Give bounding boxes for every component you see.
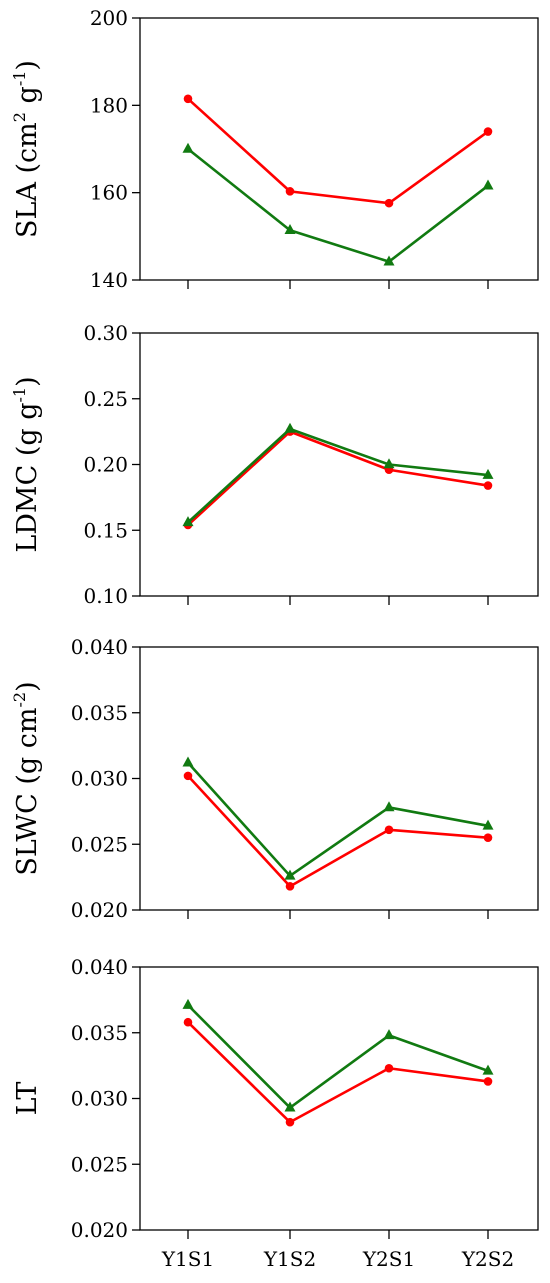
y-tick-label: 0.30 bbox=[83, 321, 128, 345]
chart-panel-4: 0.020 0.025 0.030 0.035 0.040 Y1S1 Y1S2 Y2S1 Y2S… bbox=[12, 955, 539, 1271]
y-tick-label: 0.025 bbox=[71, 832, 128, 856]
series-line-2 bbox=[187, 1004, 489, 1110]
x-tick-label: Y1S2 bbox=[263, 1247, 316, 1271]
y-tick-label: 0.025 bbox=[71, 1152, 128, 1176]
plot-frame bbox=[139, 332, 539, 597]
y-axis-label: SLWC (g cm-2) bbox=[10, 681, 43, 875]
y-tick-label: 140 bbox=[90, 268, 128, 292]
series-line-1 bbox=[187, 430, 489, 526]
y-tick-label: 160 bbox=[90, 181, 128, 205]
data-point-triangle bbox=[482, 179, 494, 190]
series-line-2 bbox=[187, 761, 489, 878]
data-point-circle bbox=[384, 825, 394, 835]
data-point-circle bbox=[183, 1017, 193, 1027]
series-line-1 bbox=[187, 97, 489, 205]
data-point-circle bbox=[483, 833, 493, 842]
data-point-triangle bbox=[182, 142, 194, 153]
y-axis-label-superscript: -2 bbox=[10, 692, 29, 708]
chart-panel-3: 0.020 0.025 0.030 0.035 0.040 SLWC (g cm-2) bbox=[10, 635, 539, 922]
data-point-circle bbox=[285, 187, 295, 196]
y-axis-label-part: LDMC (g g bbox=[12, 402, 43, 552]
data-point-triangle bbox=[482, 1064, 494, 1075]
data-point-circle bbox=[384, 1063, 394, 1073]
data-point-circle bbox=[483, 1077, 493, 1086]
chart-panel-2: 0.10 0.15 0.20 0.25 0.30 LDMC (g g-1) bbox=[10, 321, 539, 608]
data-point-triangle bbox=[482, 468, 494, 479]
y-axis-label: LT bbox=[12, 1082, 43, 1116]
data-point-triangle bbox=[482, 819, 494, 830]
data-point-triangle bbox=[182, 998, 194, 1009]
y-axis-label-part: ) bbox=[12, 60, 43, 71]
y-tick-label: 0.040 bbox=[71, 635, 128, 659]
y-tick-label: 200 bbox=[90, 6, 128, 30]
data-point-triangle bbox=[182, 516, 194, 527]
data-point-triangle bbox=[284, 422, 296, 433]
data-point-circle bbox=[285, 882, 295, 891]
y-axis-label-superscript: -1 bbox=[10, 71, 29, 87]
y-tick-label: 0.030 bbox=[71, 1087, 128, 1111]
plot-frame bbox=[139, 646, 539, 911]
y-axis-label-part: LT bbox=[12, 1082, 43, 1116]
y-tick-label: 180 bbox=[90, 93, 128, 117]
y-tick-label: 0.030 bbox=[71, 767, 128, 791]
y-axis-label-part: SLWC (g cm bbox=[12, 707, 43, 875]
y-tick-label: 0.040 bbox=[71, 955, 128, 979]
y-axis-label: SLA (cm2 g-1) bbox=[10, 60, 43, 238]
y-axis-label-part: SLA (cm bbox=[12, 122, 43, 238]
data-point-triangle bbox=[383, 255, 395, 266]
y-tick-label: 0.035 bbox=[71, 1021, 128, 1045]
series-line-2 bbox=[187, 427, 489, 524]
y-axis-label-part: g bbox=[12, 86, 43, 112]
data-point-triangle bbox=[182, 756, 194, 767]
data-point-triangle bbox=[284, 869, 296, 880]
series-line-1 bbox=[187, 1021, 489, 1124]
data-point-circle bbox=[285, 1117, 295, 1127]
data-point-triangle bbox=[383, 458, 395, 469]
y-tick-label: 0.10 bbox=[83, 584, 128, 608]
data-point-triangle bbox=[284, 1101, 296, 1112]
y-tick-label: 0.020 bbox=[71, 1218, 128, 1242]
data-point-circle bbox=[384, 198, 394, 208]
y-tick-label: 0.20 bbox=[83, 453, 128, 477]
chart-panel-1: 140 160 180 200 SLA (cm2 g-1) bbox=[10, 6, 539, 292]
y-axis-label-part: ) bbox=[12, 376, 43, 387]
y-tick-label: 0.25 bbox=[83, 387, 128, 411]
x-tick-label: Y2S2 bbox=[461, 1247, 514, 1271]
y-tick-label: 0.035 bbox=[71, 701, 128, 725]
series-line-2 bbox=[187, 147, 489, 263]
plot-frame bbox=[139, 966, 539, 1231]
y-tick-label: 0.15 bbox=[83, 518, 128, 542]
data-point-circle bbox=[483, 127, 493, 136]
y-axis-label: LDMC (g g-1) bbox=[10, 376, 43, 552]
plot-frame bbox=[139, 17, 539, 281]
data-point-circle bbox=[183, 771, 193, 781]
y-axis-label-part: ) bbox=[12, 681, 43, 692]
data-point-circle bbox=[183, 94, 193, 104]
y-axis-label-superscript: -1 bbox=[10, 387, 29, 403]
y-axis-label-superscript: 2 bbox=[10, 112, 29, 122]
data-point-triangle bbox=[383, 801, 395, 812]
data-point-triangle bbox=[383, 1029, 395, 1040]
y-tick-label: 0.020 bbox=[71, 898, 128, 922]
data-point-circle bbox=[483, 481, 493, 490]
x-tick-label: Y2S1 bbox=[362, 1247, 415, 1271]
series-line-1 bbox=[187, 774, 489, 888]
x-tick-label: Y1S1 bbox=[161, 1247, 214, 1271]
data-point-triangle bbox=[284, 224, 296, 235]
